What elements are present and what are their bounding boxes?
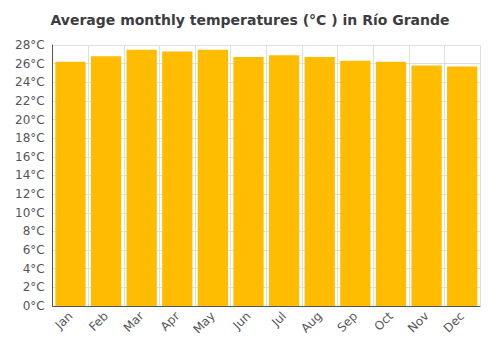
svg-text:4°C: 4°C bbox=[23, 262, 45, 276]
svg-text:18°C: 18°C bbox=[15, 131, 45, 145]
svg-text:Dec: Dec bbox=[441, 309, 467, 335]
svg-text:Jun: Jun bbox=[230, 309, 254, 333]
svg-text:12°C: 12°C bbox=[15, 187, 45, 201]
svg-text:Apr: Apr bbox=[158, 309, 183, 334]
svg-text:0°C: 0°C bbox=[23, 299, 45, 313]
svg-text:10°C: 10°C bbox=[15, 206, 45, 220]
svg-text:Mar: Mar bbox=[121, 309, 147, 335]
svg-text:20°C: 20°C bbox=[15, 113, 45, 127]
svg-text:2°C: 2°C bbox=[23, 280, 45, 294]
svg-text:May: May bbox=[190, 309, 217, 336]
svg-text:Oct: Oct bbox=[371, 309, 396, 334]
svg-text:6°C: 6°C bbox=[23, 243, 45, 257]
svg-text:8°C: 8°C bbox=[23, 224, 45, 238]
svg-text:26°C: 26°C bbox=[15, 57, 45, 71]
svg-text:16°C: 16°C bbox=[15, 150, 45, 164]
svg-text:Nov: Nov bbox=[405, 309, 431, 335]
svg-text:Sep: Sep bbox=[334, 309, 360, 335]
svg-text:14°C: 14°C bbox=[15, 168, 45, 182]
svg-text:22°C: 22°C bbox=[15, 94, 45, 108]
svg-text:Feb: Feb bbox=[86, 309, 111, 334]
svg-text:Aug: Aug bbox=[298, 309, 324, 335]
svg-text:Jan: Jan bbox=[52, 309, 76, 333]
svg-text:Jul: Jul bbox=[268, 309, 289, 330]
svg-text:24°C: 24°C bbox=[15, 75, 45, 89]
svg-text:Average monthly temperatures (: Average monthly temperatures (°C ) in Rí… bbox=[50, 12, 449, 28]
svg-text:28°C: 28°C bbox=[15, 38, 45, 52]
